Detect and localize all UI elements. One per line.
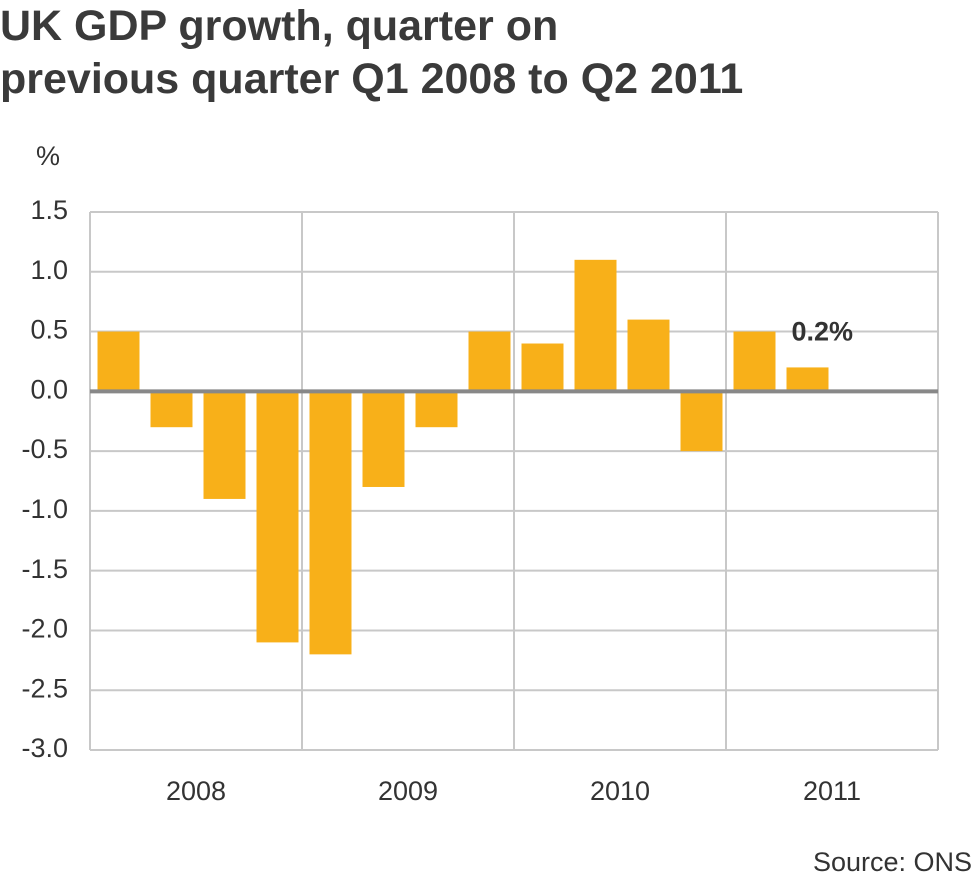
source: Source: ONS — [813, 847, 972, 877]
y-tick-label: 1.5 — [30, 195, 68, 225]
bar — [415, 391, 458, 428]
bar — [97, 331, 140, 392]
y-tick-label: -0.5 — [21, 434, 68, 464]
bar — [521, 343, 564, 392]
y-axis-label: % — [36, 141, 60, 171]
x-tick-label: 2010 — [590, 776, 650, 806]
bar — [786, 367, 829, 392]
chart-title: previous quarter Q1 2008 to Q2 2011 — [0, 55, 743, 103]
bar — [733, 331, 776, 392]
y-tick-label: -1.0 — [21, 494, 68, 524]
y-tick-label: 1.0 — [30, 255, 68, 285]
x-tick-label: 2011 — [803, 776, 861, 806]
y-tick-label: -2.5 — [21, 673, 68, 703]
y-tick-label: 0.5 — [30, 315, 68, 345]
y-tick-label: -2.0 — [21, 614, 68, 644]
bar — [309, 391, 352, 655]
bar — [256, 391, 299, 643]
y-tick-label: -1.5 — [21, 554, 68, 584]
bar — [627, 319, 670, 392]
bar — [203, 391, 246, 499]
x-tick-label: 2008 — [166, 776, 226, 806]
y-tick-label: 0.0 — [30, 374, 68, 404]
x-tick-label: 2009 — [378, 776, 438, 806]
y-tick-label: -3.0 — [21, 733, 68, 763]
bar — [468, 331, 511, 392]
bar — [680, 391, 723, 452]
bar — [362, 391, 405, 487]
bar — [150, 391, 193, 428]
chart-title: UK GDP growth, quarter on — [0, 2, 558, 50]
value-label: 0.2% — [792, 317, 854, 347]
bar — [574, 259, 617, 392]
